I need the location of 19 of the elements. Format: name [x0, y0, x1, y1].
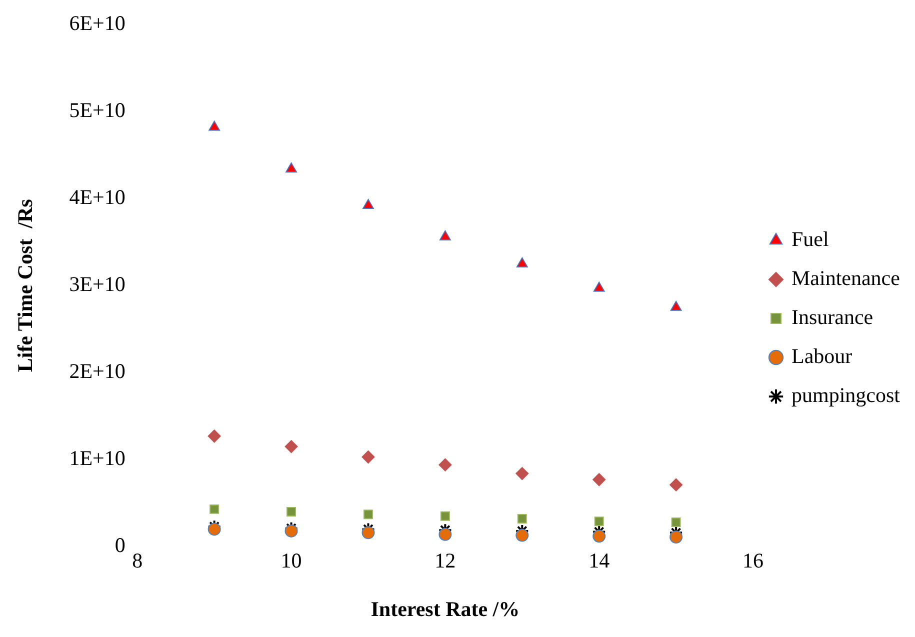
x-tick-label: 12 [434, 548, 456, 573]
y-tick-label: 0 [114, 533, 126, 558]
x-tick-label: 8 [132, 548, 143, 573]
y-tick-label: 4E+10 [69, 185, 126, 210]
y-tick-label: 3E+10 [69, 272, 126, 296]
legend-label: Insurance [792, 305, 874, 330]
y-axis-title: Life Time Cost /Rs [13, 199, 38, 372]
legend-label: Fuel [792, 227, 830, 252]
y-tick-label: 2E+10 [69, 359, 126, 384]
legend-label: pumpingcost [792, 383, 900, 408]
y-tick-label: 5E+10 [69, 98, 126, 122]
y-tick-label: 6E+10 [69, 11, 126, 36]
y-tick-label: 1E+10 [69, 446, 126, 470]
legend-label: Maintenance [792, 266, 900, 290]
legend-label: Labour [792, 344, 852, 368]
x-tick-label: 14 [588, 548, 610, 573]
x-tick-label: 16 [742, 548, 764, 573]
x-axis-title: Interest Rate /% [370, 596, 520, 621]
x-tick-label: 10 [280, 548, 302, 573]
